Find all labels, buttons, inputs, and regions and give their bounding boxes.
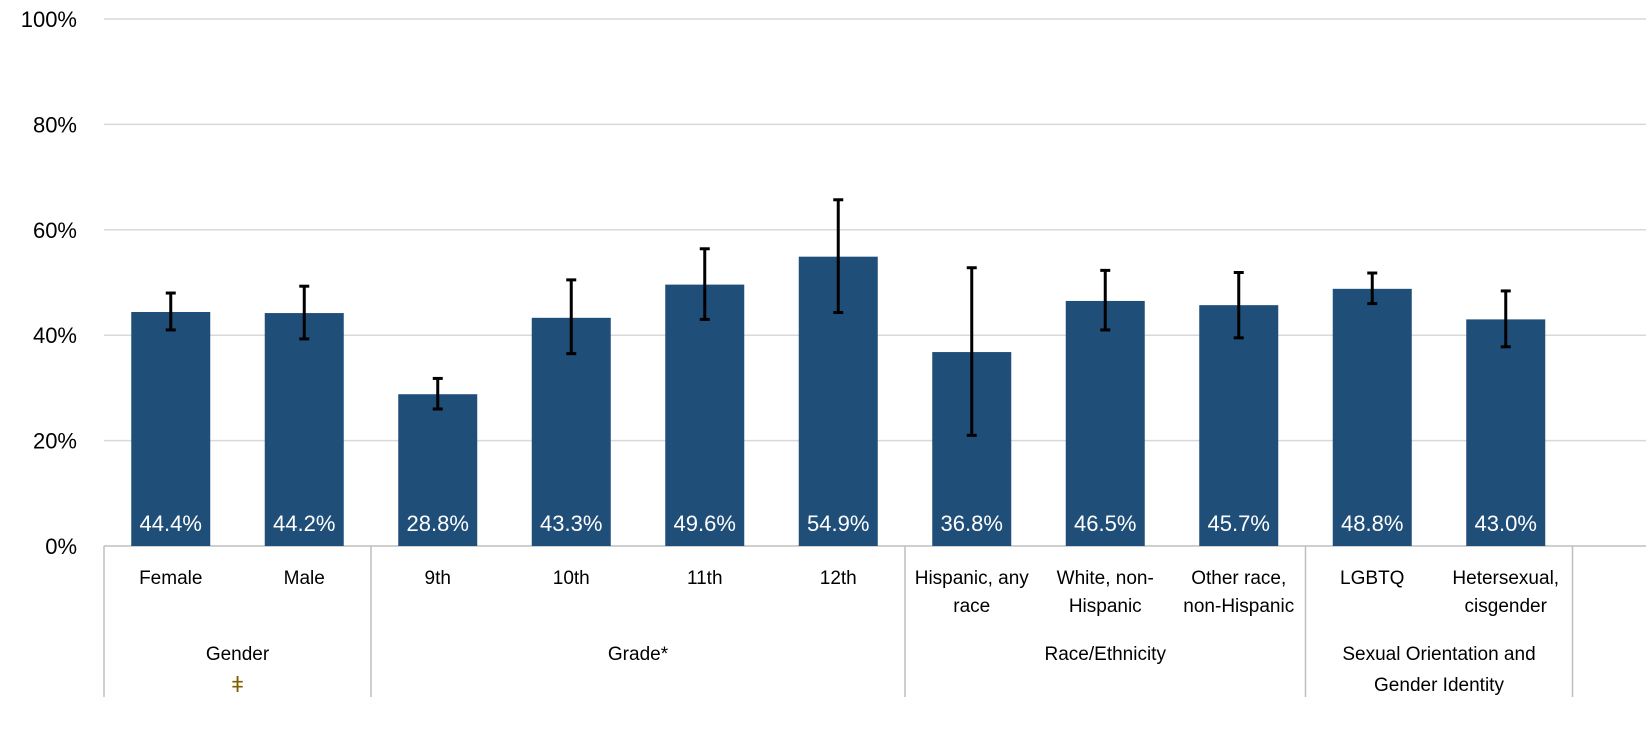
bar — [1332, 288, 1412, 546]
group-footnote-mark: ǂ — [231, 672, 244, 697]
y-tick-label: 80% — [33, 112, 77, 137]
bar — [264, 313, 344, 546]
bar — [665, 284, 745, 546]
group-label: Grade* — [608, 644, 669, 665]
data-label: 48.8% — [1341, 511, 1403, 536]
category-label: Hetersexual, — [1452, 568, 1559, 589]
category-label: Hispanic, any — [915, 568, 1030, 589]
category-label: Female — [139, 568, 202, 589]
bar — [398, 394, 478, 546]
bar — [131, 312, 211, 546]
category-label: 9th — [425, 568, 451, 589]
data-label: 43.3% — [540, 511, 602, 536]
bar — [1466, 319, 1546, 546]
category-label: LGBTQ — [1340, 568, 1404, 589]
y-tick-label: 20% — [33, 429, 77, 454]
data-label: 44.2% — [273, 511, 335, 536]
group-label: Gender — [206, 644, 270, 665]
data-label: 49.6% — [674, 511, 736, 536]
category-label: cisgender — [1465, 596, 1548, 617]
y-tick-label: 40% — [33, 323, 77, 348]
category-label: non-Hispanic — [1183, 596, 1294, 617]
data-label: 36.8% — [941, 511, 1003, 536]
data-label: 54.9% — [807, 511, 869, 536]
category-label: Male — [284, 568, 325, 589]
labels: 0% 20% 40% 60% 80% 100% 44.4% Female 44.2% Male 28… — [21, 7, 1559, 697]
bar — [1065, 300, 1145, 546]
y-tick-label: 0% — [45, 534, 77, 559]
data-label: 46.5% — [1074, 511, 1136, 536]
group-label: Gender Identity — [1374, 675, 1504, 696]
data-label: 44.4% — [140, 511, 202, 536]
category-label: race — [953, 596, 990, 617]
category-label: 11th — [687, 568, 723, 589]
category-label: Other race, — [1191, 568, 1286, 589]
data-label: 45.7% — [1208, 511, 1270, 536]
bar — [531, 317, 611, 546]
category-label: 12th — [820, 568, 857, 589]
category-label: White, non- — [1057, 568, 1154, 589]
group-label: Race/Ethnicity — [1045, 644, 1167, 665]
y-tick-label: 100% — [21, 7, 77, 32]
data-label: 43.0% — [1475, 511, 1537, 536]
category-label: 10th — [553, 568, 590, 589]
error-bars — [165, 198, 1511, 437]
bar — [1199, 305, 1279, 546]
bars — [131, 256, 1546, 546]
data-label: 28.8% — [407, 511, 469, 536]
category-label: Hispanic — [1069, 596, 1142, 617]
y-tick-label: 60% — [33, 218, 77, 243]
group-label: Sexual Orientation and — [1342, 644, 1535, 665]
